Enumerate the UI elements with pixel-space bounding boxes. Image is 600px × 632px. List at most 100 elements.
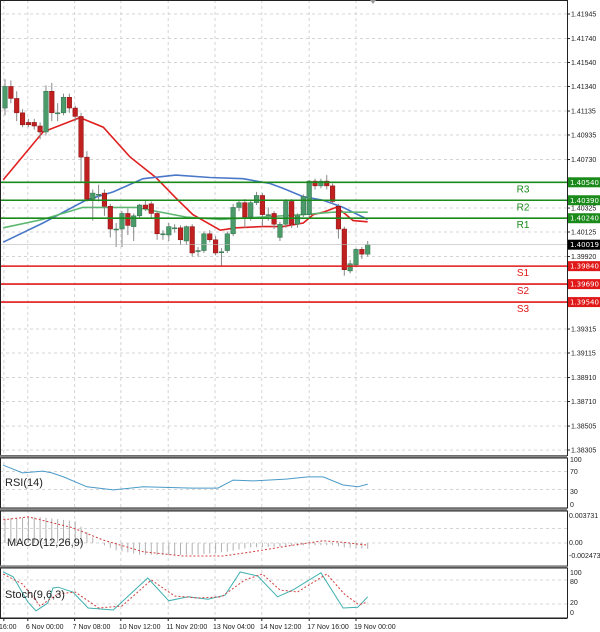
bearish-candle-body <box>84 156 90 200</box>
stoch-panel-frame <box>0 567 568 619</box>
bullish-candle-body <box>90 192 96 200</box>
level-price-label: 1.39540 <box>570 299 599 307</box>
price-tick-label: 1.41340 <box>571 84 596 91</box>
current-price-tag <box>568 239 600 250</box>
candle <box>341 226 347 276</box>
candle <box>318 178 324 189</box>
level-price-tag <box>568 279 600 290</box>
candle <box>96 184 102 202</box>
bullish-candle-body <box>137 204 143 217</box>
candle <box>125 208 131 235</box>
candle <box>72 105 78 122</box>
bullish-candle-body <box>300 196 306 215</box>
bearish-candle-body <box>31 122 37 127</box>
candle <box>137 203 143 219</box>
bearish-candle-body <box>66 96 72 109</box>
candle <box>160 230 166 240</box>
time-tick-label: 14 Nov 12:00 <box>260 624 302 631</box>
stoch-label: Stoch(9,6,3) <box>5 589 65 601</box>
stoch-tick-label: 20 <box>570 600 578 607</box>
bearish-candle-body <box>189 226 195 254</box>
bullish-candle-body <box>60 96 67 114</box>
candle <box>189 224 195 257</box>
bearish-candle-body <box>177 227 184 241</box>
price-tick-label: 1.41135 <box>571 109 596 116</box>
bearish-candle-body <box>324 180 330 187</box>
stoch-tick-label: 100 <box>570 570 582 577</box>
price-tick-label: 1.38710 <box>571 399 596 406</box>
bullish-candle-body <box>236 202 242 208</box>
bearish-candle-body <box>78 116 84 158</box>
candle <box>359 246 365 259</box>
bullish-candle-body <box>43 91 49 133</box>
bullish-candle-body <box>201 233 207 251</box>
time-tick-label: 10 Nov 12:00 <box>119 624 161 631</box>
candle <box>289 199 295 228</box>
candle <box>166 223 172 241</box>
level-name-r1: R1 <box>517 220 530 231</box>
candle <box>119 211 125 247</box>
candle <box>66 93 72 113</box>
gridlines <box>0 0 567 618</box>
candle <box>254 191 260 206</box>
candle <box>306 179 312 218</box>
candle <box>300 194 306 218</box>
price-tick-label: 1.39920 <box>571 254 596 261</box>
bullish-candle-body <box>294 215 301 225</box>
candle <box>101 189 108 216</box>
price-tick-label: 1.41540 <box>571 60 596 67</box>
bullish-candle-body <box>254 195 260 203</box>
candle <box>84 151 90 202</box>
stoch-main-line <box>2 571 369 612</box>
candle <box>78 112 84 183</box>
macd-tick-label: -0.002473 <box>569 553 600 560</box>
candle <box>8 80 14 104</box>
bearish-candle-body <box>14 98 20 114</box>
rsi-tick-label: 100 <box>570 457 582 464</box>
candle <box>294 213 301 228</box>
bullish-candle-body <box>318 180 324 187</box>
price-tick-label: 1.41740 <box>571 36 596 43</box>
bullish-candle-body <box>347 263 353 272</box>
price-tick-label: 1.40125 <box>571 229 596 236</box>
candle <box>60 93 67 116</box>
bearish-candle-body <box>289 201 295 225</box>
bearish-candle-body <box>72 107 78 117</box>
bullish-candle-body <box>218 251 224 254</box>
candle <box>37 122 43 140</box>
bullish-candle-body <box>172 227 178 230</box>
bullish-candle-body <box>277 223 283 238</box>
candle <box>277 221 283 241</box>
price-tick-label: 1.39315 <box>571 327 596 334</box>
price-tick-label: 1.38505 <box>571 424 596 431</box>
time-tick-label: 17 Nov 16:00 <box>307 624 349 631</box>
bullish-candle-body <box>306 180 312 215</box>
time-tick-label: 6 Nov 00:00 <box>26 624 64 631</box>
candle <box>312 178 318 190</box>
bullish-candle-body <box>96 194 102 196</box>
stoch-tick-label: 80 <box>570 579 578 586</box>
bullish-candle-body <box>166 226 172 236</box>
time-tick-label: 7 Nov 08:00 <box>73 624 111 631</box>
candle <box>2 79 8 116</box>
time-tick-label: 11 Nov 20:00 <box>166 624 207 631</box>
candle <box>213 236 219 256</box>
candle <box>207 230 213 243</box>
rsi-tick-label: 0 <box>570 502 574 509</box>
bullish-candle-body <box>265 214 271 216</box>
price-tick-label: 1.39115 <box>571 350 596 357</box>
bullish-candle-body <box>353 249 359 266</box>
bullish-candle-body <box>55 112 61 115</box>
bearish-candle-body <box>25 122 31 126</box>
level-name-s3: S3 <box>517 304 530 315</box>
candle <box>25 118 31 128</box>
bearish-candle-body <box>148 203 154 214</box>
bullish-candle-body <box>183 226 189 242</box>
level-name-s1: S1 <box>517 268 530 279</box>
candle <box>177 225 184 245</box>
bearish-candle-body <box>125 213 131 226</box>
candle <box>183 225 189 245</box>
candle <box>172 224 178 233</box>
rsi-label: RSI(14) <box>5 477 43 489</box>
